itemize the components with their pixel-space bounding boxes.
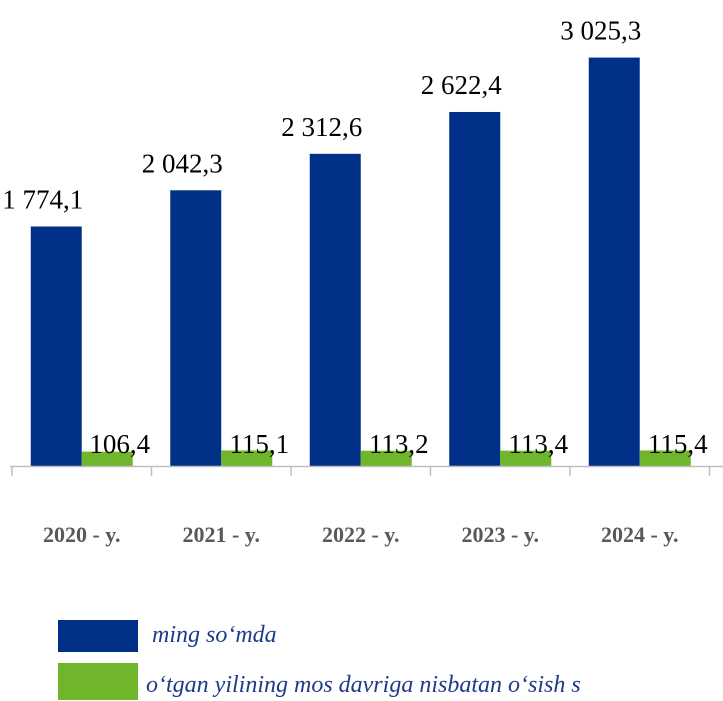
data-label: 1 774,1 bbox=[2, 184, 83, 214]
data-label: 2 622,4 bbox=[421, 70, 503, 100]
bar bbox=[221, 450, 273, 466]
bar bbox=[30, 226, 82, 466]
bar bbox=[639, 450, 691, 466]
x-tick-label: 2023 - y. bbox=[461, 522, 539, 547]
x-tick-label: 2024 - y. bbox=[601, 522, 679, 547]
bar bbox=[309, 153, 361, 466]
legend-swatch bbox=[58, 663, 138, 700]
data-label: 115,4 bbox=[648, 429, 708, 459]
bar bbox=[588, 57, 640, 466]
x-tick-label: 2021 - y. bbox=[182, 522, 260, 547]
data-label: 113,2 bbox=[369, 429, 429, 459]
bar bbox=[360, 450, 412, 466]
bar bbox=[500, 450, 552, 466]
bar bbox=[170, 190, 222, 467]
bar bbox=[81, 451, 133, 466]
data-label: 106,4 bbox=[89, 429, 150, 459]
bar bbox=[449, 111, 501, 466]
x-tick-label: 2020 - y. bbox=[43, 522, 121, 547]
data-label: 115,1 bbox=[229, 429, 289, 459]
legend-label: ming so‘mda bbox=[152, 622, 277, 648]
data-label: 3 025,3 bbox=[560, 16, 641, 46]
legend-swatch bbox=[58, 620, 138, 652]
x-tick-label: 2022 - y. bbox=[322, 522, 400, 547]
data-label: 2 312,6 bbox=[281, 112, 362, 142]
data-label: 113,4 bbox=[508, 429, 568, 459]
legend-label: o‘tgan yilining mos davriga nisbatan o‘s… bbox=[146, 672, 581, 698]
data-label: 2 042,3 bbox=[142, 148, 223, 178]
